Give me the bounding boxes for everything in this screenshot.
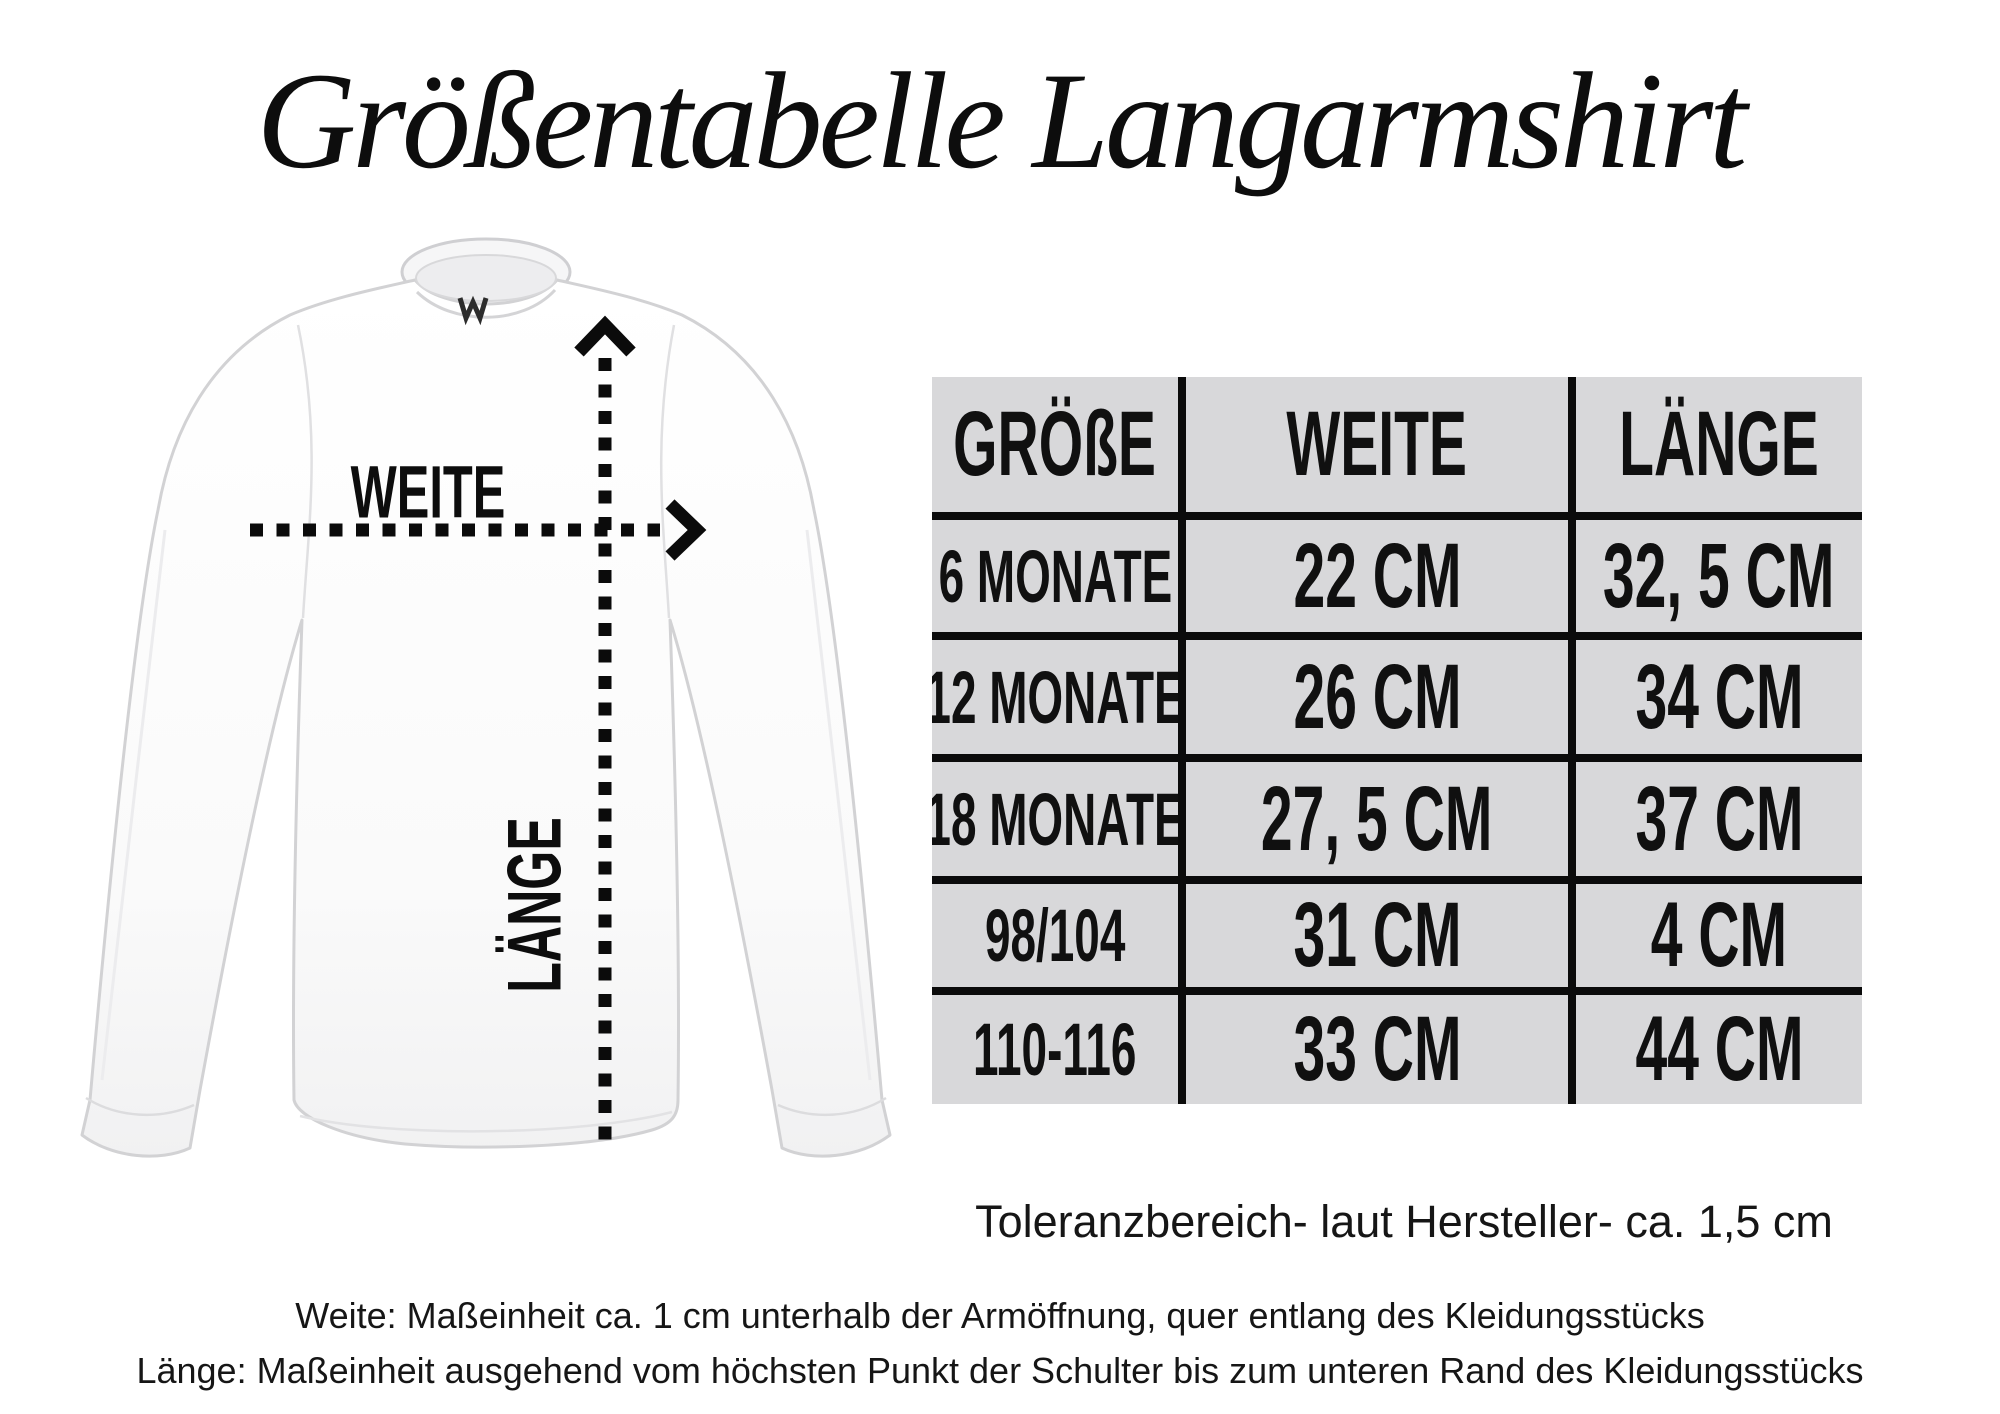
size-cell: 6 MONATE — [932, 520, 1178, 632]
weite-arrow — [250, 499, 707, 561]
right-armhole-seam — [659, 324, 676, 619]
left-armhole-seam — [296, 324, 313, 619]
weite-note: Weite: Maßeinheit ca. 1 cm unterhalb der… — [295, 1295, 1705, 1336]
laenge-cell: 32, 5 CM — [1576, 520, 1862, 632]
page-title: Größentabelle Langarmshirt — [256, 44, 1748, 197]
right-sleeve-fold — [805, 529, 872, 1081]
shirt-body — [80, 278, 892, 1158]
left-cuff-seam — [85, 1096, 195, 1117]
laenge-label: LÄNGE — [492, 817, 578, 993]
laenge-cell: 4 CM — [1576, 884, 1862, 987]
measurement-notes: Weite: Maßeinheit ca. 1 cm unterhalb der… — [0, 1288, 2000, 1398]
size-cell: 18 MONATE — [932, 762, 1178, 876]
size-table: GRÖßE WEITE LÄNGE 6 MONATE 22 CM 32, 5 C… — [932, 377, 1862, 1104]
laenge-note: Länge: Maßeinheit ausgehend vom höchsten… — [136, 1350, 1864, 1391]
size-cell: 12 MONATE — [932, 640, 1178, 754]
size-cell: 98/104 — [932, 884, 1178, 987]
hem-seam — [299, 1110, 673, 1133]
right-cuff-seam — [777, 1096, 887, 1117]
weite-label: WEITE — [350, 450, 506, 534]
header-laenge: LÄNGE — [1576, 377, 1862, 512]
laenge-arrow — [574, 315, 636, 1145]
laenge-cell: 34 CM — [1576, 640, 1862, 754]
weite-cell: 22 CM — [1186, 520, 1568, 632]
laenge-cell: 37 CM — [1576, 762, 1862, 876]
tolerance-note: Toleranzbereich- laut Hersteller- ca. 1,… — [975, 1196, 1833, 1247]
header-weite: WEITE — [1186, 377, 1568, 512]
laenge-cell: 44 CM — [1576, 995, 1862, 1104]
left-sleeve-fold — [100, 529, 167, 1081]
neck-brand-mark — [457, 295, 489, 326]
shirt-illustration — [80, 237, 892, 1158]
weite-cell: 33 CM — [1186, 995, 1568, 1104]
weite-cell: 26 CM — [1186, 640, 1568, 754]
weite-cell: 27, 5 CM — [1186, 762, 1568, 876]
size-cell: 110-116 — [932, 995, 1178, 1104]
collar-opening — [415, 254, 557, 302]
neckline-seam — [415, 288, 557, 319]
header-groesse: GRÖßE — [932, 377, 1178, 512]
weite-cell: 31 CM — [1186, 884, 1568, 987]
